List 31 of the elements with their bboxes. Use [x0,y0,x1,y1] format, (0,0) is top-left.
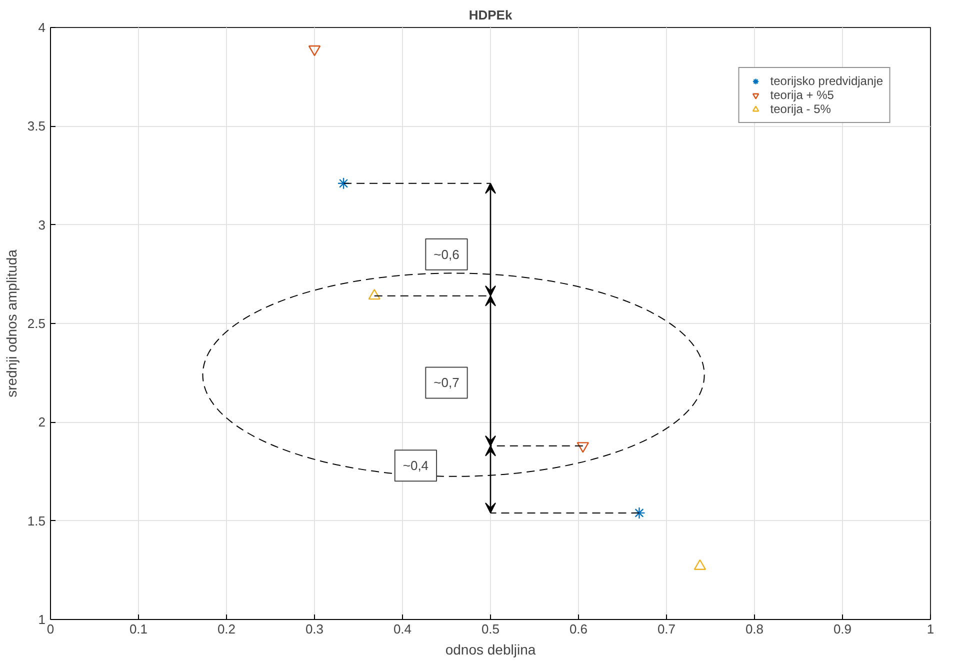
x-tick-label: 0.1 [129,622,148,636]
x-tick-label: 0.8 [745,622,764,636]
legend-label: teorija + %5 [770,88,834,102]
x-tick-label: 0.4 [393,622,412,636]
x-tick-label: 0.3 [305,622,324,636]
y-tick-label: 3 [38,217,46,232]
y-tick-label: 1.5 [27,513,46,528]
y-tick-label: 2.5 [27,316,46,331]
point [337,177,350,190]
legend-label: teorijsko predvidjanje [770,74,883,88]
point [633,506,646,520]
x-tick-label: 0.9 [833,622,852,636]
x-tick-label: 0.5 [481,622,500,636]
point [308,45,321,56]
y-tick-label: 4 [38,20,46,35]
chart-title: HDPEk [468,8,513,22]
x-axis-title: odnos debljina [445,642,536,658]
y-axis-title: srednji odnos amplituda [3,249,20,398]
y-tick-label: 2 [38,414,46,430]
x-tick-label: 0 [46,622,54,636]
x-tick-label: 0.6 [569,622,588,636]
x-tick-label: 0.7 [657,622,676,636]
annotation: ~0,6 [434,246,460,262]
annotation: ~0,4 [402,458,429,474]
x-tick-label: 0.2 [217,622,236,636]
y-tick-label: 3.5 [27,118,46,134]
point [694,559,706,570]
y-tick-label: 1 [38,612,46,627]
legend-label: teorija - 5% [770,102,831,116]
x-tick-label: 1 [926,622,934,636]
annotation: ~0,7 [434,375,460,390]
